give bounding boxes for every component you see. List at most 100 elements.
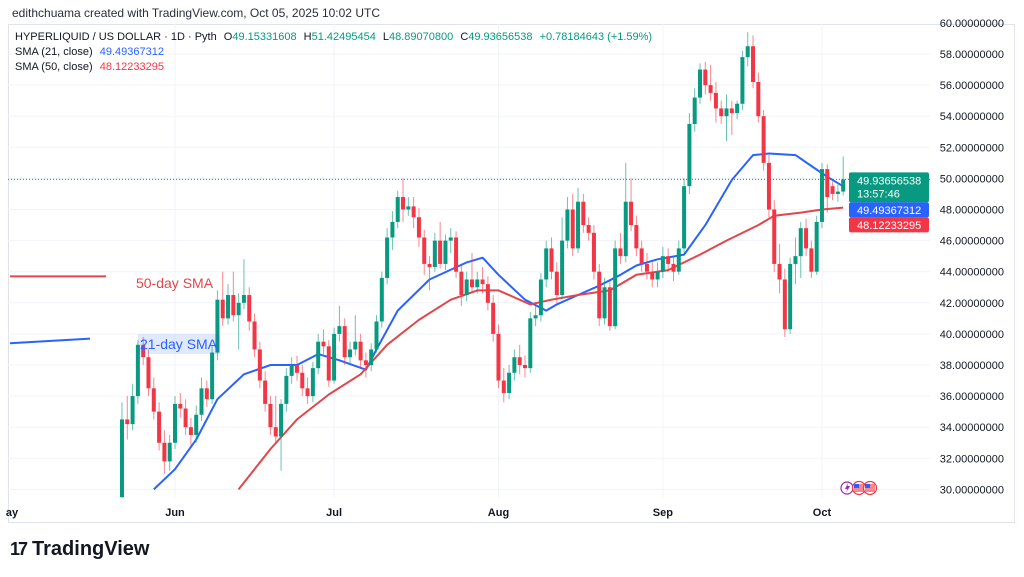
candle-down [469, 279, 474, 288]
legend-sma50-row[interactable]: SMA (50, close) 48.12233295 [15, 60, 656, 75]
candle-down [650, 271, 655, 280]
candle-up [798, 228, 803, 257]
event-icons [840, 480, 878, 496]
candle-up [613, 248, 618, 327]
candle-down [257, 349, 262, 381]
low-label: L [382, 31, 390, 43]
candle-up [655, 271, 660, 280]
candle-up [687, 123, 692, 187]
price-tick-label: 48.00000000 [940, 205, 1004, 217]
candle-up [236, 302, 241, 316]
high-label: H [303, 31, 312, 43]
open-value: 49.15331608 [232, 31, 297, 43]
candle-down [342, 326, 347, 358]
candle-down [607, 287, 612, 327]
price-axis[interactable]: 30.00000000 32.00000000 34.00000000 36.0000… [940, 18, 1004, 497]
candle-down [416, 217, 421, 238]
legend-low: L48.89070800 [383, 31, 453, 43]
candle-down [491, 302, 496, 334]
price-tick-label: 58.00000000 [940, 49, 1004, 61]
price-tick-label: 50.00000000 [940, 173, 1004, 185]
sma21-badge [849, 202, 929, 218]
candle-down [586, 225, 591, 233]
candle-up [379, 277, 384, 322]
candle-down [496, 333, 501, 381]
candle-down [178, 403, 183, 409]
last-price-badge [849, 172, 929, 203]
candle-up [528, 318, 533, 369]
candle-down [549, 248, 554, 272]
candle-down [300, 372, 305, 389]
sma50-value: 48.12233295 [99, 61, 164, 73]
price-tick-label: 60.00000000 [940, 18, 1004, 30]
price-tick-label: 34.00000000 [940, 422, 1004, 434]
candle-down [459, 271, 464, 296]
legend-symbol[interactable]: HYPERLIQUID / US DOLLAR · 1D · Pyth [15, 31, 217, 43]
candle-up [199, 388, 204, 415]
candle-up [210, 352, 215, 400]
price-badges: 49.93656538 13:57:46 49.49367312 48.1223… [849, 172, 929, 233]
candle-up [745, 46, 750, 58]
candle-down [581, 201, 586, 226]
candle-up [735, 103, 740, 114]
candle-up [602, 287, 607, 319]
candle-up [676, 248, 681, 272]
candle-down [305, 388, 310, 397]
sma50-badge [849, 217, 929, 233]
flag-canton [865, 484, 870, 488]
grid-lines [8, 24, 930, 498]
candle-up [130, 396, 135, 425]
candle-down [772, 209, 777, 264]
price-tick-label: 52.00000000 [940, 142, 1004, 154]
candle-up [173, 403, 177, 443]
candle-up [289, 365, 294, 376]
legend-sma21-row[interactable]: SMA (21, close) 49.49367312 [15, 45, 656, 60]
sma21-annotation-text[interactable]: 21-day SMA [140, 336, 218, 352]
candle-up [788, 263, 793, 330]
candle-down [247, 295, 252, 322]
chart-frame [8, 24, 1015, 523]
candle-down [639, 248, 644, 264]
candle-up [374, 321, 379, 350]
low-value: 48.89070800 [389, 31, 454, 43]
candle-down [401, 197, 406, 210]
candle-down [825, 169, 830, 198]
candle-up [226, 295, 231, 319]
candle-down [146, 357, 151, 389]
sma21-annotation-box[interactable] [138, 334, 220, 354]
price-tick-label: 54.00000000 [940, 111, 1004, 123]
sma50-annotation-text[interactable]: 50-day SMA [136, 275, 214, 291]
candle-down [554, 271, 559, 296]
candle-down [188, 427, 193, 435]
candle-up [533, 315, 538, 319]
candle-up [814, 221, 819, 272]
candle-up [623, 201, 628, 257]
candle-down [268, 403, 273, 428]
candle-up [215, 299, 220, 353]
time-axis[interactable]: ay Jun Jul Aug Sep Oct [6, 507, 832, 519]
drawings-layer [9, 275, 106, 345]
candle-up [512, 357, 517, 373]
legend-change: +0.78184643 (+1.59%) [539, 31, 653, 43]
candle-down [422, 237, 427, 264]
time-tick-label: Jun [165, 507, 185, 519]
price-tick-label: 36.00000000 [940, 391, 1004, 403]
sma50-badge-value: 48.12233295 [857, 220, 921, 232]
price-tick-label: 40.00000000 [940, 329, 1004, 341]
candle-up [448, 237, 453, 241]
candle-down [644, 263, 649, 272]
legend-close: C49.93656538 [460, 31, 532, 43]
candle-down [782, 279, 787, 330]
time-tick-label: Oct [813, 507, 832, 519]
candle-down [183, 408, 188, 428]
candle-down [252, 321, 257, 350]
candle-down [719, 108, 724, 117]
candle-up [135, 344, 140, 397]
tradingview-logo[interactable]: 17 TradingView [10, 538, 149, 561]
legend-open: O49.15331608 [224, 31, 297, 43]
legend-symbol-row: HYPERLIQUID / US DOLLAR · 1D · Pyth O49.… [15, 30, 656, 45]
candle-up [464, 279, 469, 296]
open-label: O [223, 31, 233, 43]
candle-down [666, 256, 671, 264]
